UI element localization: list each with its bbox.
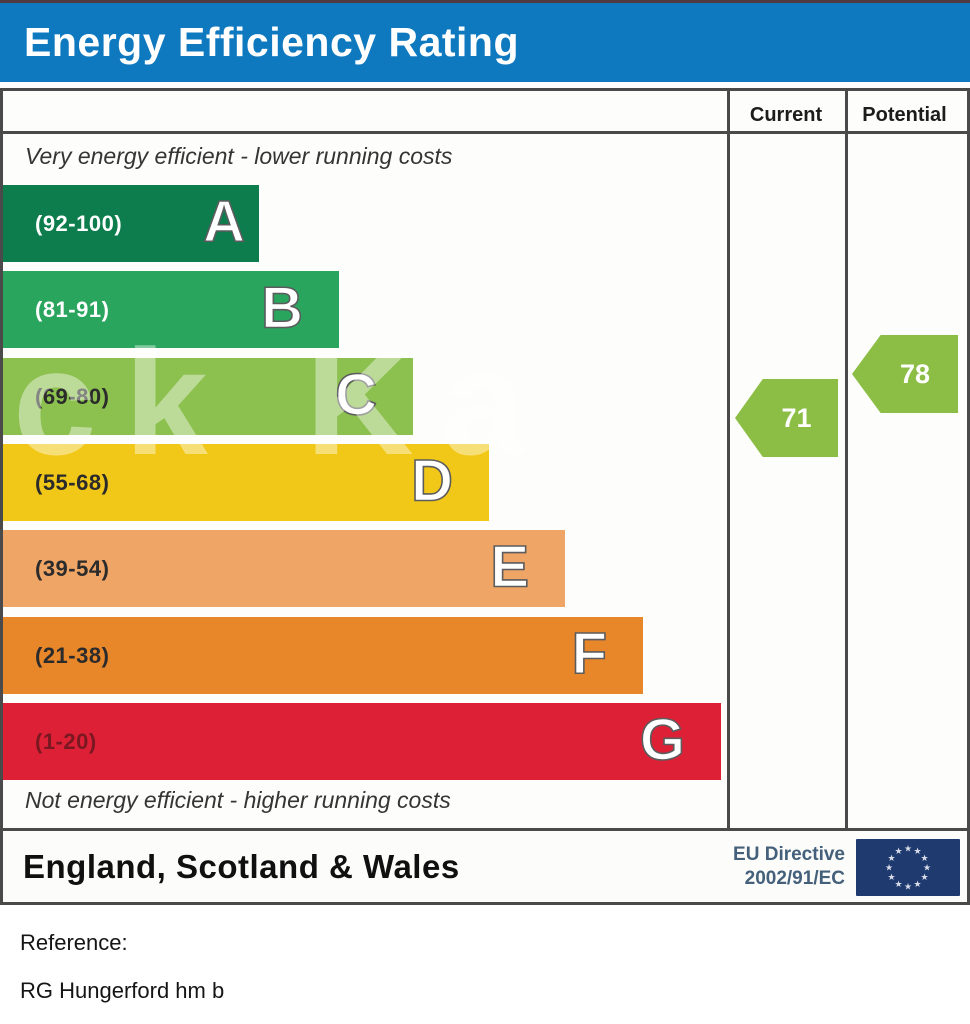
reference-label: Reference: xyxy=(20,930,128,955)
band-letter: E xyxy=(490,533,530,600)
reference-value: RG Hungerford hm b xyxy=(20,978,225,1003)
svg-text:★: ★ xyxy=(885,863,893,873)
column-header-potential: Potential xyxy=(862,103,947,126)
svg-text:★: ★ xyxy=(913,846,921,856)
svg-text:★: ★ xyxy=(887,853,895,863)
band-range-label: (21-38) xyxy=(35,642,110,668)
rating-table: Current Potential Very energy efficient … xyxy=(0,88,970,905)
band-range-label: (69-80) xyxy=(35,383,110,409)
svg-text:★: ★ xyxy=(894,846,902,856)
efficiency-note-bottom: Not energy efficient - higher running co… xyxy=(25,787,451,813)
svg-text:★: ★ xyxy=(923,863,931,873)
svg-text:★: ★ xyxy=(904,882,912,892)
eu-directive-line2: 2002/91/EC xyxy=(744,867,845,889)
band-letter: B xyxy=(260,274,303,341)
table-footer-row: England, Scotland & Wales EU Directive 2… xyxy=(3,828,967,902)
eu-directive-label: EU Directive 2002/91/EC xyxy=(733,843,845,891)
band-range-label: (81-91) xyxy=(35,296,110,322)
band-f: (21-38) F xyxy=(3,617,643,694)
svg-text:★: ★ xyxy=(920,853,928,863)
potential-rating-arrow: 78 xyxy=(852,335,958,413)
band-range-label: (92-100) xyxy=(35,210,123,236)
band-range-label: (1-20) xyxy=(35,728,97,754)
svg-text:★: ★ xyxy=(913,879,921,889)
band-c: (69-80) C xyxy=(3,358,413,435)
band-a: (92-100) A xyxy=(3,185,259,262)
column-divider-potential xyxy=(845,91,848,828)
eu-directive-line1: EU Directive xyxy=(733,843,845,865)
band-b: (81-91) B xyxy=(3,271,339,348)
band-range-label: (55-68) xyxy=(35,469,110,495)
band-letter: A xyxy=(202,188,245,255)
eu-flag-icon: ★ ★ ★ ★ ★ ★ ★ ★ ★ ★ ★ ★ xyxy=(856,839,960,896)
band-letter: G xyxy=(639,706,686,773)
band-d: (55-68) D xyxy=(3,444,489,521)
potential-rating-value: 78 xyxy=(899,358,931,389)
svg-text:★: ★ xyxy=(894,879,902,889)
band-e: (39-54) E xyxy=(3,530,565,607)
table-header-row: Current Potential xyxy=(3,91,967,134)
efficiency-note-top: Very energy efficient - lower running co… xyxy=(25,143,453,169)
band-letter: D xyxy=(410,447,453,514)
band-letter: F xyxy=(571,620,608,687)
band-g: (1-20) G xyxy=(3,703,721,780)
reference-block: Reference: RG Hungerford hm b xyxy=(20,930,224,1004)
eu-flag-stars: ★ ★ ★ ★ ★ ★ ★ ★ ★ ★ ★ ★ xyxy=(885,844,931,892)
page-title: Energy Efficiency Rating xyxy=(24,19,520,65)
title-bar: Energy Efficiency Rating xyxy=(0,0,970,82)
svg-text:★: ★ xyxy=(920,872,928,882)
column-header-current: Current xyxy=(749,103,823,126)
band-letter: C xyxy=(334,361,377,428)
current-rating-value: 71 xyxy=(781,402,812,433)
band-range-label: (39-54) xyxy=(35,555,110,581)
svg-text:★: ★ xyxy=(904,844,912,854)
svg-text:★: ★ xyxy=(887,872,895,882)
column-divider-current xyxy=(727,91,730,828)
region-label: England, Scotland & Wales xyxy=(23,847,460,885)
current-rating-arrow: 71 xyxy=(735,379,838,457)
